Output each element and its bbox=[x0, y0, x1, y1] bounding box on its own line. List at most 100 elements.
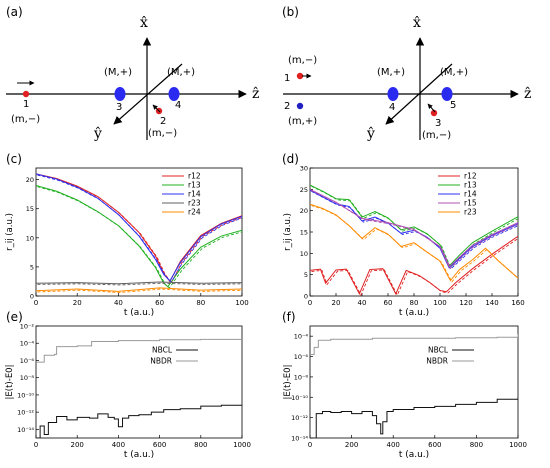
y-tick-label: 10⁻² bbox=[20, 323, 35, 331]
y-axis-label: ŷ bbox=[93, 125, 102, 142]
particle-1-tag: (m,−) bbox=[288, 55, 317, 66]
plot-area bbox=[310, 334, 518, 438]
x-tick-label: 1000 bbox=[233, 441, 251, 449]
particle-3-tag: (M,+) bbox=[104, 67, 132, 78]
x-tick-label: 400 bbox=[112, 441, 125, 449]
y-tick-label: 15 bbox=[300, 229, 308, 237]
y-tick-label: 10⁻⁶ bbox=[294, 353, 309, 361]
y-tick-label: 10⁻⁸ bbox=[294, 373, 309, 381]
series-line bbox=[36, 173, 242, 282]
panel-a-diagram: (a) x̂ ẑ ŷ 1 (m,−) 3 (M,+) 4 (M,+) 2 (m,… bbox=[6, 5, 259, 142]
particle-1 bbox=[296, 72, 304, 80]
legend-label: r24 bbox=[188, 208, 201, 217]
legend-label: r23 bbox=[188, 199, 201, 208]
y-tick-label: 5 bbox=[30, 263, 34, 271]
x-tick-label: 120 bbox=[459, 299, 472, 307]
particle-4-tag: (M,+) bbox=[377, 67, 405, 78]
legend-label: NBCL bbox=[152, 346, 173, 355]
x-tick-label: 400 bbox=[387, 441, 400, 449]
legend-label: r13 bbox=[188, 181, 201, 190]
x-tick-label: 60 bbox=[384, 299, 393, 307]
y-tick-label: 10⁻¹⁴ bbox=[17, 426, 34, 434]
particle-1-tag: (m,−) bbox=[11, 114, 40, 125]
x-tick-label: 600 bbox=[428, 441, 441, 449]
particle-1-id: 1 bbox=[23, 99, 29, 110]
chart-c: (c) 0 20 40 60 80 100 0 5 10 15 20 t (a.u.) r_ij (a.u… bbox=[5, 152, 249, 318]
x-tick-label: 40 bbox=[114, 299, 123, 307]
particle-5-tag: (M,+) bbox=[440, 67, 468, 78]
series-line bbox=[310, 184, 518, 268]
particle-4-id: 4 bbox=[389, 102, 395, 113]
legend-label: r12 bbox=[464, 172, 477, 181]
y-tick-label: 10⁻⁴ bbox=[20, 340, 35, 348]
x-tick-label: 80 bbox=[196, 299, 205, 307]
x-tick-label: 800 bbox=[470, 441, 483, 449]
panel-label: (e) bbox=[6, 310, 23, 324]
series-line-dashed bbox=[311, 205, 518, 283]
y-axis-label: ŷ bbox=[366, 125, 375, 142]
z-axis-label: ẑ bbox=[252, 86, 259, 102]
y-axis bbox=[385, 63, 453, 125]
panel-label: (c) bbox=[6, 152, 22, 166]
series-line-dashed bbox=[37, 282, 242, 286]
panel-label: (d) bbox=[282, 152, 299, 166]
legend-label: NBCL bbox=[428, 346, 449, 355]
y-tick-label: 30 bbox=[300, 165, 308, 173]
particle-3-tag: (m,−) bbox=[422, 130, 451, 141]
y-axis bbox=[113, 63, 183, 125]
x-tick-label: 800 bbox=[194, 441, 207, 449]
chart-f: (f) 0 200 400 600 800 1000 10⁻¹⁴ 10⁻¹² 10⁻¹⁰ 10⁻⁸ 1… bbox=[282, 310, 527, 460]
z-axis-label: ẑ bbox=[524, 86, 531, 102]
y-axis-label: |E(t)-E0| bbox=[5, 365, 15, 400]
panel-b-diagram: (b) x̂ ẑ ŷ (m,−) 1 2 (m,+) 4 (M,+) 5 (M,… bbox=[282, 5, 531, 142]
legend-label: r14 bbox=[188, 190, 201, 199]
x-tick-label: 20 bbox=[73, 299, 82, 307]
y-tick-label: 10 bbox=[300, 250, 308, 258]
y-tick-label: 5 bbox=[304, 271, 308, 279]
particle-3 bbox=[430, 109, 438, 117]
particle-1-id: 1 bbox=[284, 73, 290, 84]
y-tick-label: 0 bbox=[30, 293, 34, 301]
x-axis-label: t (a.u.) bbox=[124, 450, 154, 460]
particle-3-id: 3 bbox=[116, 102, 122, 113]
legend-label: r23 bbox=[464, 208, 477, 217]
chart-e: (e) 0 200 400 600 800 1000 10⁻¹⁴ 10⁻¹² 10⁻¹⁰ 10⁻⁸ 1… bbox=[5, 310, 251, 460]
particle-4 bbox=[387, 87, 399, 101]
y-tick-label: 0 bbox=[304, 293, 308, 301]
x-tick-label: 0 bbox=[308, 441, 312, 449]
y-tick-label: 10⁻⁸ bbox=[20, 374, 35, 382]
x-tick-label: 0 bbox=[34, 441, 38, 449]
legend-label: r12 bbox=[188, 172, 201, 181]
x-tick-label: 100 bbox=[235, 299, 248, 307]
x-tick-label: 40 bbox=[358, 299, 367, 307]
legend-label: r14 bbox=[464, 190, 477, 199]
x-axis-label: x̂ bbox=[140, 15, 148, 31]
particle-3 bbox=[114, 87, 126, 101]
y-axis-label: r_ij (a.u.) bbox=[5, 213, 15, 251]
legend-label: NBDR bbox=[426, 357, 448, 366]
series-line bbox=[36, 287, 242, 292]
series-line bbox=[310, 235, 518, 296]
series-line-dashed bbox=[311, 237, 518, 296]
series-line-dashed bbox=[311, 185, 518, 269]
y-tick-label: 10⁻⁴ bbox=[294, 333, 309, 341]
particle-2-id: 2 bbox=[160, 116, 166, 127]
series-line bbox=[310, 397, 518, 438]
particle-5 bbox=[441, 87, 453, 101]
series-line bbox=[36, 338, 242, 363]
series-line-dashed bbox=[311, 190, 518, 269]
x-tick-label: 600 bbox=[153, 441, 166, 449]
y-tick-label: 10⁻⁶ bbox=[20, 357, 35, 365]
y-tick-label: 15 bbox=[26, 205, 34, 213]
x-tick-label: 160 bbox=[511, 299, 524, 307]
y-tick-label: 10⁻¹² bbox=[291, 414, 308, 422]
legend-label: NBDR bbox=[150, 357, 172, 366]
chart-d: (d) 0 20 40 60 80 100 120 140 160 0 5 10 15 20 25 30 t (a… bbox=[282, 152, 525, 318]
x-tick-label: 200 bbox=[345, 441, 358, 449]
series-line-dashed bbox=[311, 190, 518, 270]
x-tick-label: 0 bbox=[308, 299, 312, 307]
series-line-dashed bbox=[37, 174, 242, 283]
y-tick-label: 20 bbox=[300, 207, 308, 215]
series-line-dashed bbox=[37, 288, 242, 293]
